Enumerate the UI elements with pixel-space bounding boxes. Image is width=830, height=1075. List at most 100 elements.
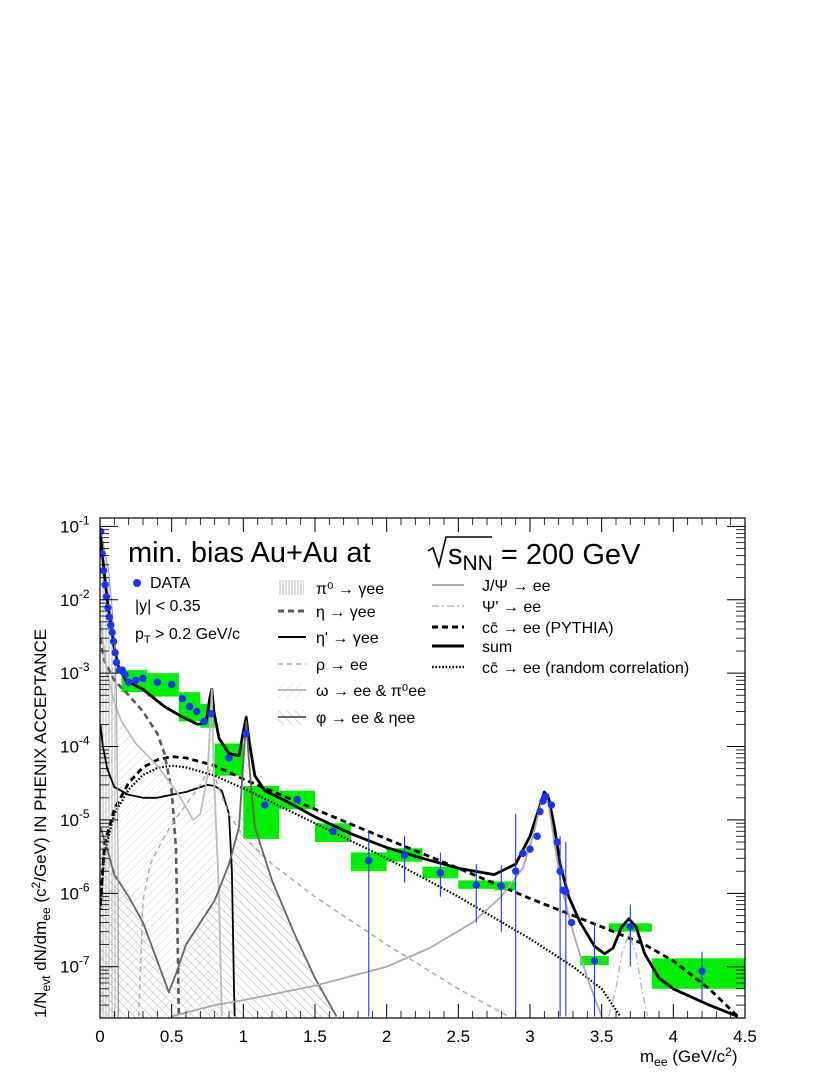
legend-label-ccrand: cc̄ → ee (random correlation) xyxy=(482,660,689,677)
title-lead: min. bias Au+Au at xyxy=(128,537,371,569)
data-point-23 xyxy=(200,717,208,726)
series-jpsi xyxy=(171,793,603,1018)
y-tick-label-0: 10-7 xyxy=(60,954,90,977)
x-tick-label-6: 3 xyxy=(525,1027,534,1046)
x-axis-sub: ee xyxy=(654,1055,668,1069)
x-axis-title: mee (GeV/c2) xyxy=(640,1045,738,1069)
x-tick-label-1: 0.5 xyxy=(160,1027,184,1046)
y-tick-label-3: 10-4 xyxy=(60,734,90,757)
legend-label-rho: ρ → ee xyxy=(316,657,368,674)
syst-box-1 xyxy=(147,673,179,697)
x-axis-close: ) xyxy=(732,1047,738,1066)
data-point-27 xyxy=(261,801,269,809)
x-tick-label-9: 4.5 xyxy=(733,1027,757,1046)
x-tick-label-0: 0 xyxy=(95,1027,104,1046)
data-point-0 xyxy=(100,527,105,536)
x-tick-label-5: 2.5 xyxy=(447,1027,471,1046)
data-point-39 xyxy=(536,807,544,816)
y-axis-title: 1/Nevt dN/dmee (c2/GeV) IN PHENIX ACCEPT… xyxy=(29,629,53,1018)
data-point-7 xyxy=(107,621,115,629)
fill-phi xyxy=(100,721,337,1018)
data-point-30 xyxy=(365,856,373,865)
data-point-49 xyxy=(626,923,635,931)
data-point-50 xyxy=(698,967,706,975)
series-eta xyxy=(100,637,181,1017)
x-tick-label-4: 2 xyxy=(382,1027,391,1046)
data-legend-label: DATA xyxy=(150,575,191,592)
legend-label-psip: Ψ' → ee xyxy=(482,599,541,616)
series-ccbar xyxy=(100,755,739,1018)
y-axis-sup: 2 xyxy=(29,881,43,888)
data-point-43 xyxy=(553,838,561,846)
pt-subscript: T xyxy=(144,634,151,646)
pt-p: p xyxy=(135,626,144,643)
y-tick-label-2: 10-5 xyxy=(60,807,90,830)
series-phi xyxy=(100,720,338,1017)
data-point-22 xyxy=(193,707,201,716)
data-point-6 xyxy=(105,613,114,621)
data-point-42 xyxy=(547,801,556,809)
chart-title: min. bias Au+Au at sNN = 200 GeV xyxy=(128,536,641,575)
data-point-14 xyxy=(121,671,129,679)
data-point-5 xyxy=(104,603,112,612)
data-point-31 xyxy=(400,851,409,859)
data-point-11 xyxy=(112,658,121,667)
data-point-33 xyxy=(472,881,480,889)
pt-rest: > 0.2 GeV/c xyxy=(151,626,240,643)
data-point-24 xyxy=(207,710,215,718)
x-axis-unit: (GeV/c xyxy=(668,1047,726,1066)
legend-label-jpsi: J/Ψ → ee xyxy=(482,578,551,595)
data-points xyxy=(100,527,706,975)
data-point-15 xyxy=(124,678,133,687)
data-point-3 xyxy=(101,581,109,589)
data-point-36 xyxy=(519,849,527,858)
svg-text:min. bias Au+Au at: min. bias Au+Au at xyxy=(128,537,371,569)
title-radicand: s xyxy=(448,539,463,571)
legend-label-etap: η' → γee xyxy=(316,630,379,647)
data-point-17 xyxy=(139,674,147,683)
y-axis-p3: (c xyxy=(31,888,50,907)
y-tick-label-6: 10-1 xyxy=(60,513,90,536)
data-point-16 xyxy=(132,676,140,684)
data-point-47 xyxy=(567,918,576,927)
data-point-35 xyxy=(511,867,520,875)
legend-label-pi0: π⁰ → γee xyxy=(316,581,384,598)
data-point-8 xyxy=(108,628,116,637)
series-omega xyxy=(100,621,223,1017)
data-point-25 xyxy=(225,754,233,762)
y-tick-label-1: 10-6 xyxy=(60,880,90,903)
x-tick-label-2: 1 xyxy=(239,1027,248,1046)
series-rho xyxy=(137,767,509,1018)
data-point-41 xyxy=(542,792,550,800)
pt-cut: pT > 0.2 GeV/c xyxy=(135,626,240,646)
y-axis-p1: 1/N xyxy=(31,992,50,1018)
series-ccrand xyxy=(100,764,622,1018)
series-etap xyxy=(100,724,236,1017)
legend-swatch-pi0 xyxy=(278,580,304,595)
legend-label-eta: η → γee xyxy=(316,604,376,621)
data-point-20 xyxy=(178,694,187,703)
axis-ticks: 0 0.5 1 1.5 2 2.5 3 3.5 4 4.5 10-7 10-6 10-5 10-4 10-3… xyxy=(60,513,757,1046)
legend-label-ccbar: cc̄ → ee (PYTHIA) xyxy=(482,620,614,637)
series-psip xyxy=(608,933,649,1017)
data-point-34 xyxy=(497,882,506,890)
data-point-38 xyxy=(533,832,541,840)
data-point-19 xyxy=(167,680,176,689)
legend-label-omega: ω → ee & π⁰ee xyxy=(316,683,426,700)
plot-frame xyxy=(99,517,746,1019)
y-axis-s1: evt xyxy=(39,975,53,992)
legend: π⁰ → γee η → γee η' → γee ρ → ee ω → ee … xyxy=(278,578,689,727)
cocktail-curves xyxy=(100,526,739,1018)
data-point-48 xyxy=(590,957,599,965)
data-point-32 xyxy=(436,869,445,877)
data-point-18 xyxy=(153,678,162,687)
x-tick-label-8: 4 xyxy=(669,1027,678,1046)
series-sum xyxy=(100,531,739,1018)
legend-label-sum: sum xyxy=(482,639,512,656)
title-subscript: NN xyxy=(463,552,493,575)
data-point-10 xyxy=(111,648,119,657)
data-point-46 xyxy=(562,888,570,896)
data-point-9 xyxy=(109,637,118,646)
data-point-4 xyxy=(102,593,111,601)
